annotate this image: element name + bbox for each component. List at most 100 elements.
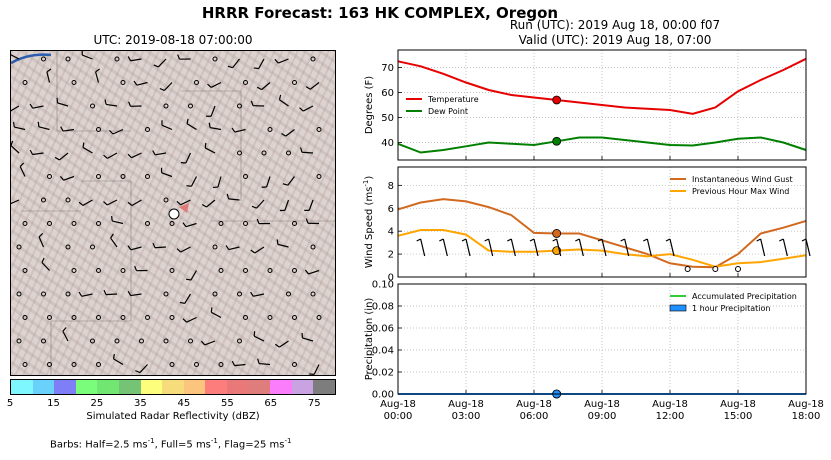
x-tick-label: Aug-18	[380, 399, 416, 410]
time-wind-barb	[575, 238, 584, 257]
wind-barb	[56, 97, 69, 107]
time-wind-barb	[507, 238, 516, 257]
wind-barb	[276, 239, 289, 248]
barbs-note-sup: -1	[147, 437, 155, 445]
colorbar-tick-label: 25	[90, 398, 104, 409]
wind-barb	[110, 233, 118, 248]
calm-marker	[316, 174, 322, 179]
colorbar-segment	[313, 380, 335, 394]
wind-barb	[186, 176, 198, 187]
calm-marker	[316, 315, 322, 320]
calm-marker	[169, 268, 175, 273]
legend-swatch	[669, 304, 687, 312]
wind-barb	[253, 58, 265, 70]
colorbar-tick-label: 15	[47, 398, 60, 409]
wind-barb	[261, 176, 271, 188]
wind-barb	[133, 80, 148, 86]
calm-marker	[96, 221, 101, 226]
wind-barb	[19, 162, 26, 177]
time-wind-barb	[779, 238, 788, 257]
time-wind-barb	[712, 266, 719, 272]
time-wind-barb	[529, 238, 539, 257]
wind-barb	[103, 289, 118, 296]
calm-marker	[96, 362, 101, 367]
y-tick-label: 0.00	[372, 390, 394, 401]
calm-marker	[292, 362, 297, 367]
calm-marker	[96, 174, 101, 179]
colorbar-segment	[291, 380, 314, 394]
calm-marker	[292, 221, 297, 226]
calm-marker	[71, 80, 77, 85]
calm-marker	[243, 80, 248, 85]
valid-time-label: Valid (UTC): 2019 Aug 18, 07:00	[518, 33, 712, 47]
wind-barb	[212, 176, 222, 189]
wind-barb	[46, 68, 52, 83]
y-axis-label: Wind Speed (ms-1)	[362, 176, 375, 269]
wind-barb	[179, 293, 192, 304]
colorbar-segment	[32, 380, 55, 394]
calm-marker	[114, 338, 120, 344]
wind-barb	[301, 332, 314, 342]
y-tick-label: 0.08	[372, 302, 394, 313]
time-wind-barb	[416, 238, 426, 257]
calm-marker	[47, 174, 52, 179]
wind-barb	[250, 291, 265, 297]
calm-marker	[96, 127, 101, 132]
calm-marker	[169, 221, 175, 226]
wind-barb	[78, 291, 93, 297]
calm-marker	[65, 244, 71, 250]
colorbar-tick-label: 35	[134, 398, 147, 409]
calm-marker	[16, 244, 22, 250]
county-boundaries	[21, 51, 335, 375]
x-tick-label: 18:00	[792, 411, 821, 422]
y-tick-label: 70	[381, 63, 394, 74]
calm-marker	[163, 338, 169, 344]
time-wind-barb	[735, 266, 741, 272]
wind-barb	[182, 316, 197, 323]
calm-marker	[237, 103, 242, 109]
calm-marker	[139, 338, 144, 344]
calm-marker	[120, 174, 126, 179]
barbs-note-sup2: -1	[210, 437, 218, 445]
colorbar-segment	[226, 380, 249, 394]
wind-barb	[152, 242, 167, 249]
y-tick-label: 0.02	[372, 368, 394, 379]
y-tick-label: 2	[388, 250, 394, 261]
radar-wind-map	[10, 50, 336, 376]
fire-location-marker	[179, 203, 189, 213]
calm-marker	[71, 315, 77, 320]
y-axis-label-sup: -1	[362, 180, 370, 187]
time-wind-barb	[665, 238, 675, 257]
colorbar-segment	[97, 380, 119, 394]
calm-marker	[188, 103, 193, 109]
wind-barb	[231, 360, 246, 367]
wind-barb	[11, 54, 20, 60]
wind-barb	[127, 199, 142, 207]
calm-marker	[212, 291, 218, 297]
x-tick-label: 03:00	[452, 411, 481, 422]
calm-marker	[71, 221, 77, 226]
calm-marker	[163, 291, 169, 297]
wind-barb	[41, 257, 50, 271]
wind-barb	[305, 82, 320, 90]
y-tick-label: 0.06	[372, 324, 394, 335]
calm-marker	[22, 362, 28, 367]
x-tick-label: Aug-18	[516, 399, 552, 410]
time-wind-barb	[552, 238, 562, 257]
wind-barb	[281, 129, 295, 137]
wind-barb	[135, 364, 148, 374]
y-axis-label-close: )	[364, 176, 375, 180]
calm-marker	[120, 315, 126, 320]
wind-barb	[256, 218, 271, 225]
calm-marker	[22, 315, 28, 320]
calm-marker	[96, 315, 101, 320]
calm-marker	[47, 315, 52, 320]
calm-marker	[120, 80, 126, 85]
wind-barb	[201, 199, 216, 208]
colorbar-segment	[118, 380, 141, 394]
wind-barb	[204, 142, 216, 154]
calm-marker	[267, 127, 273, 132]
x-tick-label: 09:00	[588, 411, 617, 422]
wind-barb	[176, 199, 191, 206]
